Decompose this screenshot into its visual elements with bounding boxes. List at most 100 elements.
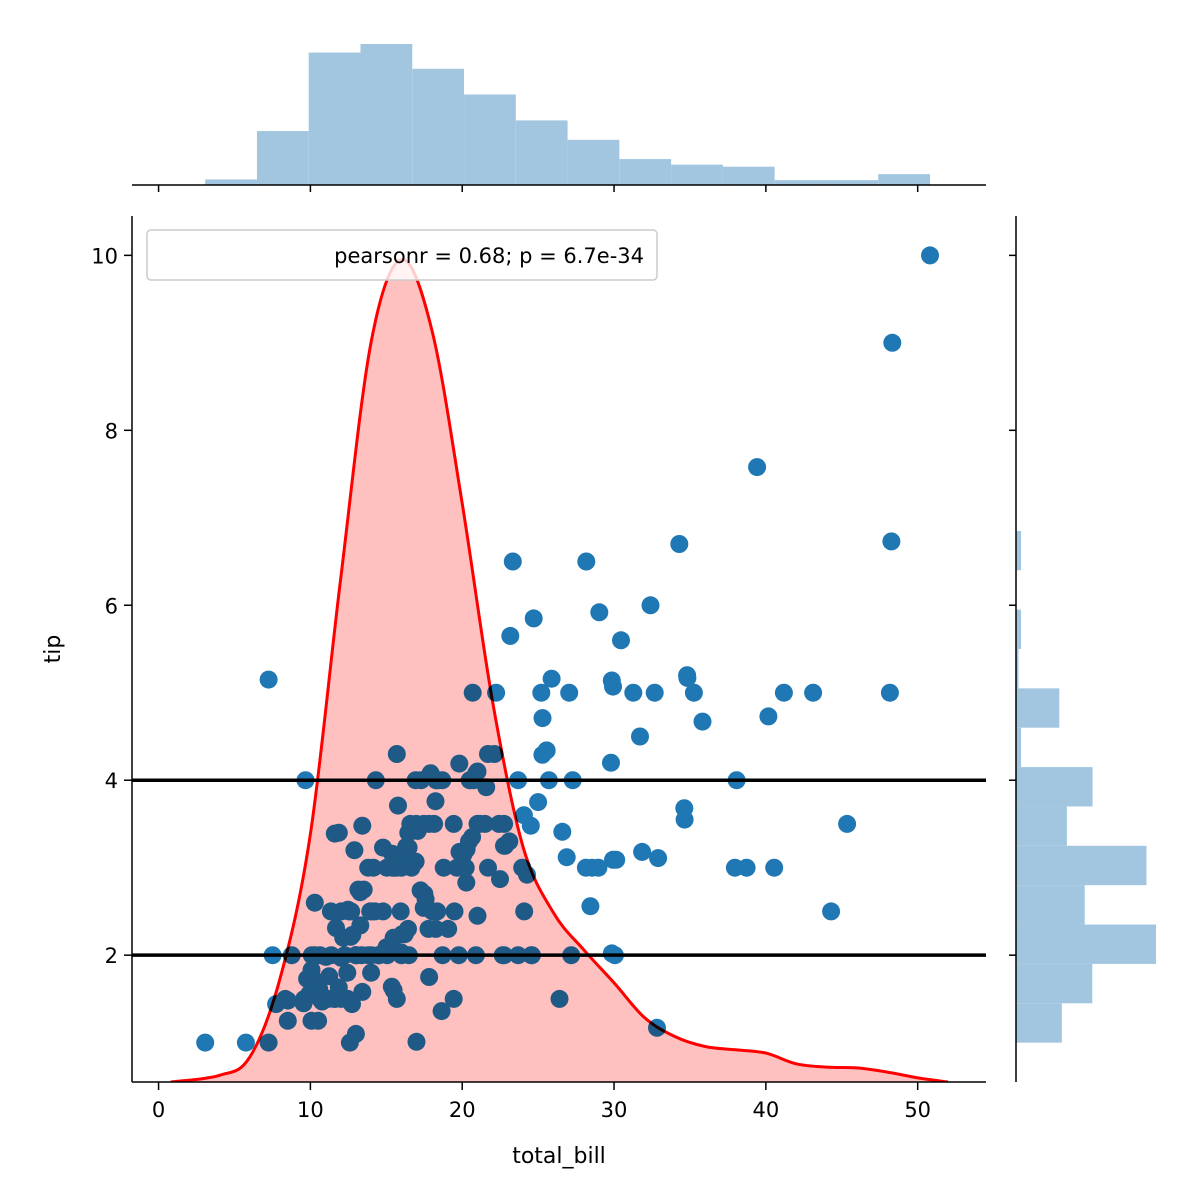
scatter-point-98 bbox=[456, 858, 475, 877]
y-axis-ticks: 2 4 6 8 10 bbox=[91, 244, 132, 968]
marginal-x-histogram bbox=[132, 44, 986, 192]
scatter-point-84 bbox=[633, 842, 652, 861]
y-hist-bar-4 bbox=[1016, 845, 1147, 886]
scatter-point-3 bbox=[882, 532, 901, 551]
scatter-point-213 bbox=[407, 1032, 426, 1051]
scatter-point-168 bbox=[325, 824, 344, 843]
scatter-point-189 bbox=[406, 852, 425, 871]
scatter-point-19 bbox=[487, 683, 506, 702]
scatter-point-207 bbox=[648, 1018, 666, 1037]
y-hist-bar-0 bbox=[1016, 1003, 1062, 1043]
scatter-point-219 bbox=[278, 1011, 297, 1030]
scatter-point-204 bbox=[550, 989, 569, 1008]
scatter-point-176 bbox=[351, 883, 370, 902]
scatter-point-12 bbox=[542, 669, 561, 688]
scatter-point-193 bbox=[425, 814, 444, 833]
x-hist-bar-9 bbox=[671, 164, 723, 185]
scatter-point-31 bbox=[631, 727, 649, 746]
scatter-point-27 bbox=[880, 683, 899, 702]
scatter-point-99 bbox=[479, 858, 497, 877]
scatter-point-201 bbox=[495, 836, 513, 855]
scatter-point-236 bbox=[444, 989, 463, 1008]
scatter-point-85 bbox=[557, 848, 576, 867]
legend-box bbox=[146, 229, 658, 281]
scatter-point-186 bbox=[387, 858, 406, 877]
scatter-point-132 bbox=[419, 919, 438, 938]
kde-line bbox=[170, 258, 949, 1082]
scatter-point-68 bbox=[838, 814, 857, 833]
scatter-point-28 bbox=[533, 709, 552, 728]
scatter-point-205 bbox=[576, 858, 595, 877]
scatter-point-239 bbox=[332, 989, 351, 1008]
axes-spines bbox=[131, 216, 986, 1083]
scatter-point-54 bbox=[529, 793, 548, 812]
y-hist-bar-1 bbox=[1016, 963, 1093, 1004]
y-tick-label-6: 6 bbox=[105, 594, 118, 618]
kde-layer bbox=[170, 258, 949, 1082]
scatter-point-17 bbox=[604, 677, 622, 696]
scatter-point-215 bbox=[236, 1033, 255, 1052]
scatter-point-36 bbox=[602, 753, 620, 772]
scatter-point-49 bbox=[477, 778, 496, 797]
scatter-point-195 bbox=[432, 1002, 451, 1021]
scatter-point-209 bbox=[321, 902, 340, 921]
y-hist-bar-6 bbox=[1016, 767, 1093, 807]
scatter-point-11 bbox=[612, 631, 630, 650]
y-tick-label-4: 4 bbox=[105, 769, 118, 793]
legend: pearsonr = 0.68; p = 6.7e-34 bbox=[146, 229, 658, 281]
scatter-point-169 bbox=[332, 948, 351, 967]
scatter-point-13 bbox=[259, 670, 278, 689]
scatter-point-87 bbox=[457, 873, 476, 892]
y-axis-label: tip bbox=[41, 635, 66, 664]
scatter-point-67 bbox=[521, 816, 540, 835]
scatter-point-187 bbox=[392, 943, 411, 962]
scatter-point-171 bbox=[340, 902, 358, 921]
scatter-point-192 bbox=[420, 968, 439, 986]
scatter-point-21 bbox=[560, 683, 579, 702]
scatter-point-109 bbox=[822, 902, 841, 921]
scatter-point-108 bbox=[765, 858, 784, 877]
scatter-point-191 bbox=[416, 890, 435, 909]
scatter-point-4 bbox=[670, 535, 689, 553]
y-hist-bar-10 bbox=[1016, 609, 1022, 649]
x-hist-bar-12 bbox=[826, 180, 879, 185]
scatter-point-80 bbox=[345, 841, 364, 860]
x-hist-bar-5 bbox=[464, 94, 516, 185]
x-tick-label-30: 30 bbox=[601, 1098, 628, 1122]
x-hist-bar-3 bbox=[360, 44, 413, 185]
scatter-point-2 bbox=[748, 458, 767, 477]
scatter-point-20 bbox=[532, 683, 551, 702]
scatter-point-216 bbox=[259, 1033, 278, 1052]
scatter-point-6 bbox=[577, 552, 596, 571]
x-hist-bar-7 bbox=[567, 139, 620, 185]
scatter-point-235 bbox=[399, 838, 418, 857]
scatter-point-199 bbox=[467, 764, 486, 783]
scatter-point-105 bbox=[649, 849, 668, 868]
x-tick-label-20: 20 bbox=[449, 1098, 476, 1122]
scatter-point-30 bbox=[693, 712, 712, 731]
scatter-point-32 bbox=[387, 745, 406, 763]
y-tick-label-2: 2 bbox=[105, 944, 118, 968]
scatter-point-206 bbox=[602, 944, 621, 963]
x-tick-label-0: 0 bbox=[152, 1098, 165, 1122]
x-hist-bar-6 bbox=[515, 120, 568, 185]
scatter-point-203 bbox=[537, 741, 556, 760]
scatter-point-234 bbox=[384, 981, 403, 1000]
scatter-point-9 bbox=[524, 609, 543, 628]
scatter-point-76 bbox=[407, 814, 426, 833]
scatter-point-10 bbox=[501, 626, 520, 645]
scatter-point-153 bbox=[589, 858, 608, 877]
x-axis-label: total_bill bbox=[512, 1144, 606, 1169]
scatter-point-104 bbox=[607, 850, 626, 869]
scatter-point-121 bbox=[391, 902, 410, 921]
y-hist-bar-5 bbox=[1016, 806, 1067, 846]
scatter-point-113 bbox=[468, 906, 487, 925]
scatter-point-200 bbox=[468, 814, 487, 833]
reference-lines bbox=[132, 778, 986, 957]
scatter-point-1 bbox=[883, 333, 902, 352]
y-tick-label-10: 10 bbox=[91, 244, 118, 268]
x-tick-label-10: 10 bbox=[297, 1098, 324, 1122]
scatter-point-107 bbox=[737, 858, 756, 877]
scatter-point-29 bbox=[759, 707, 778, 726]
